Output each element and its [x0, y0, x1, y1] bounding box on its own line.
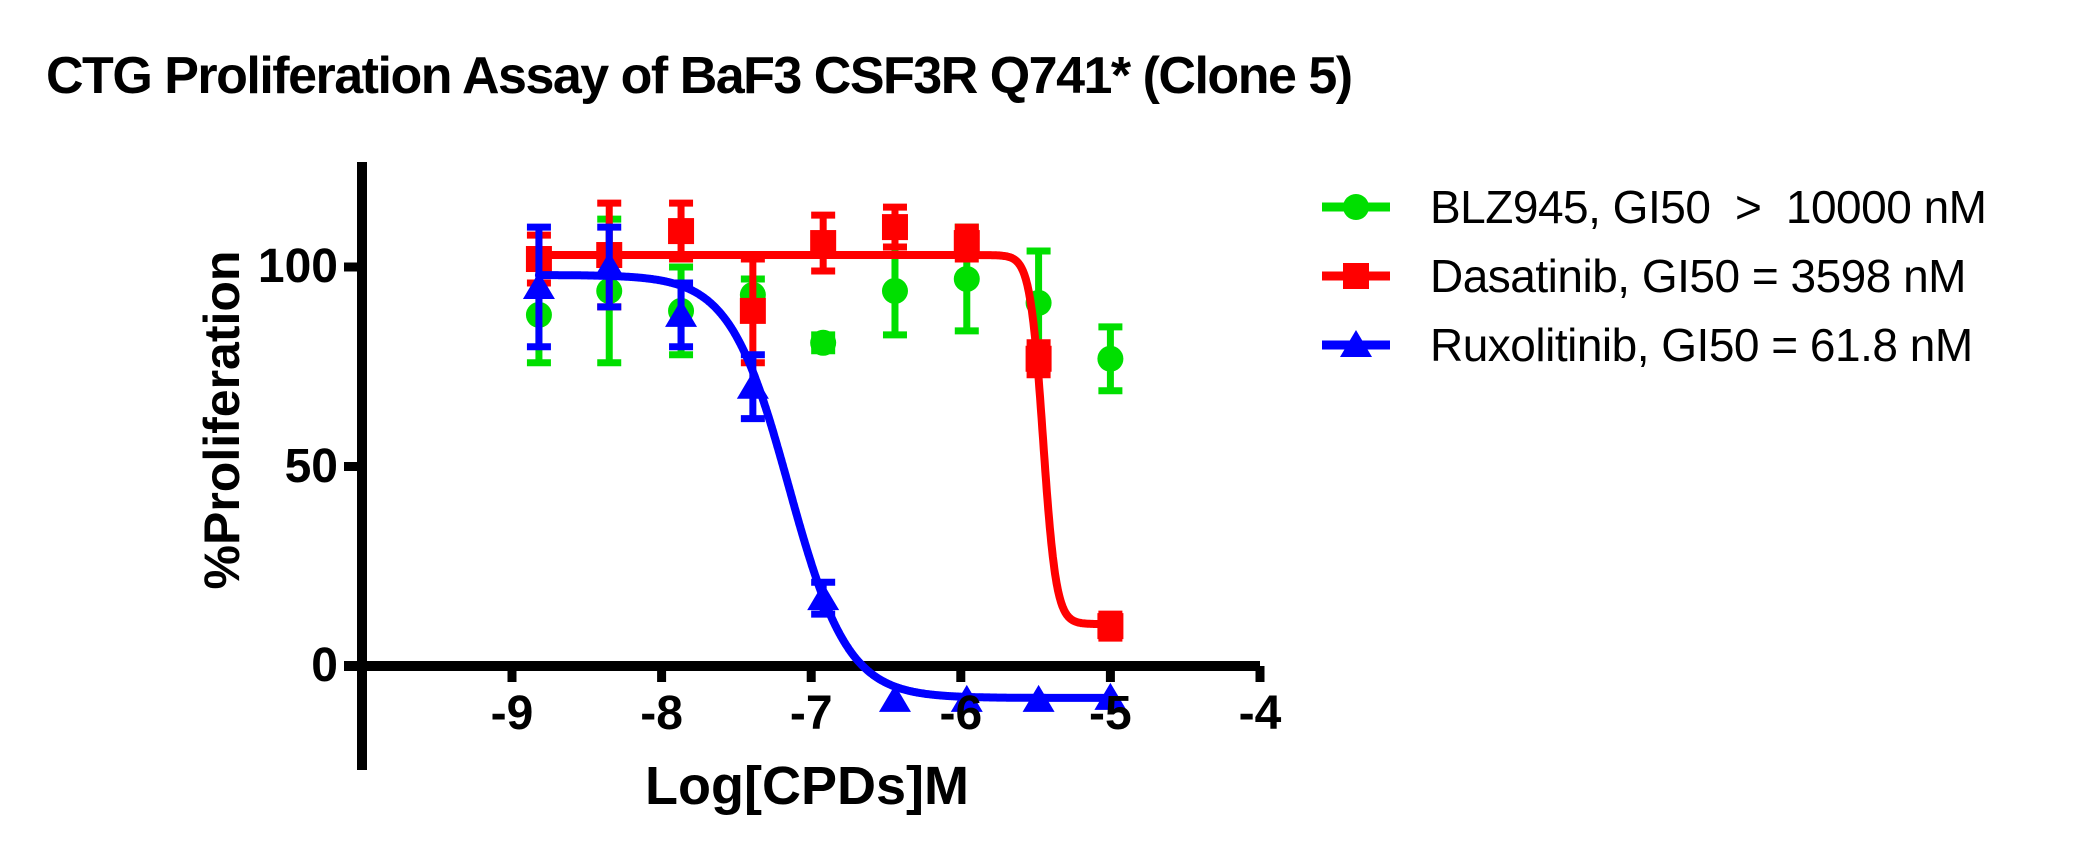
- x-tick-label--5: -5: [1089, 687, 1132, 740]
- legend-marker-ruxolitinib: [1340, 330, 1372, 357]
- legend-marker-dasatinib: [1343, 263, 1369, 289]
- legend-marker-blz945: [1343, 194, 1369, 220]
- y-axis-label: %Proliferation: [194, 250, 250, 590]
- data-point-blz945-4: [810, 329, 837, 356]
- data-point-ruxolitinib-7: [1022, 684, 1055, 712]
- data-point-ruxolitinib-5: [878, 684, 911, 712]
- x-tick-label--8: -8: [640, 687, 683, 740]
- data-point-blz945-6: [953, 265, 980, 292]
- data-point-ruxolitinib-8: [1094, 682, 1127, 710]
- data-point-dasatinib-8: [1097, 613, 1124, 640]
- data-point-dasatinib-6: [953, 230, 980, 257]
- data-point-ruxolitinib-1: [593, 252, 626, 279]
- y-tick-label-50: 50: [284, 439, 338, 493]
- x-tick-label--9: -9: [490, 687, 534, 740]
- data-point-dasatinib-2: [668, 218, 695, 245]
- data-point-ruxolitinib-2: [665, 299, 698, 327]
- chart-title: CTG Proliferation Assay of BaF3 CSF3R Q7…: [46, 47, 1353, 105]
- x-axis-label: Log[CPDs]M: [645, 756, 969, 816]
- data-point-ruxolitinib-6: [950, 684, 983, 712]
- x-tick-label--7: -7: [789, 687, 833, 740]
- legend-label-dasatinib: Dasatinib, GI50 = 3598 nM: [1430, 250, 1967, 302]
- data-point-blz945-8: [1097, 345, 1124, 372]
- x-tick-label--4: -4: [1238, 687, 1282, 740]
- legend-label-ruxolitinib: Ruxolitinib, GI50 = 61.8 nM: [1430, 319, 1973, 371]
- data-point-dasatinib-3: [739, 297, 766, 324]
- data-point-ruxolitinib-3: [736, 371, 769, 399]
- data-point-ruxolitinib-4: [807, 583, 840, 611]
- fit-curve-dasatinib: [534, 251, 1115, 629]
- y-tick-label-100: 100: [257, 240, 338, 293]
- data-point-blz945-5: [881, 277, 908, 304]
- y-tick-label-0: 0: [311, 639, 338, 692]
- data-point-dasatinib-5: [881, 214, 908, 241]
- x-tick-label--6: -6: [939, 687, 983, 740]
- legend-label-blz945: BLZ945, GI50 > 10000 nM: [1430, 181, 1987, 233]
- data-point-dasatinib-7: [1025, 345, 1052, 372]
- data-point-ruxolitinib-0: [522, 271, 555, 299]
- data-point-dasatinib-4: [810, 230, 837, 257]
